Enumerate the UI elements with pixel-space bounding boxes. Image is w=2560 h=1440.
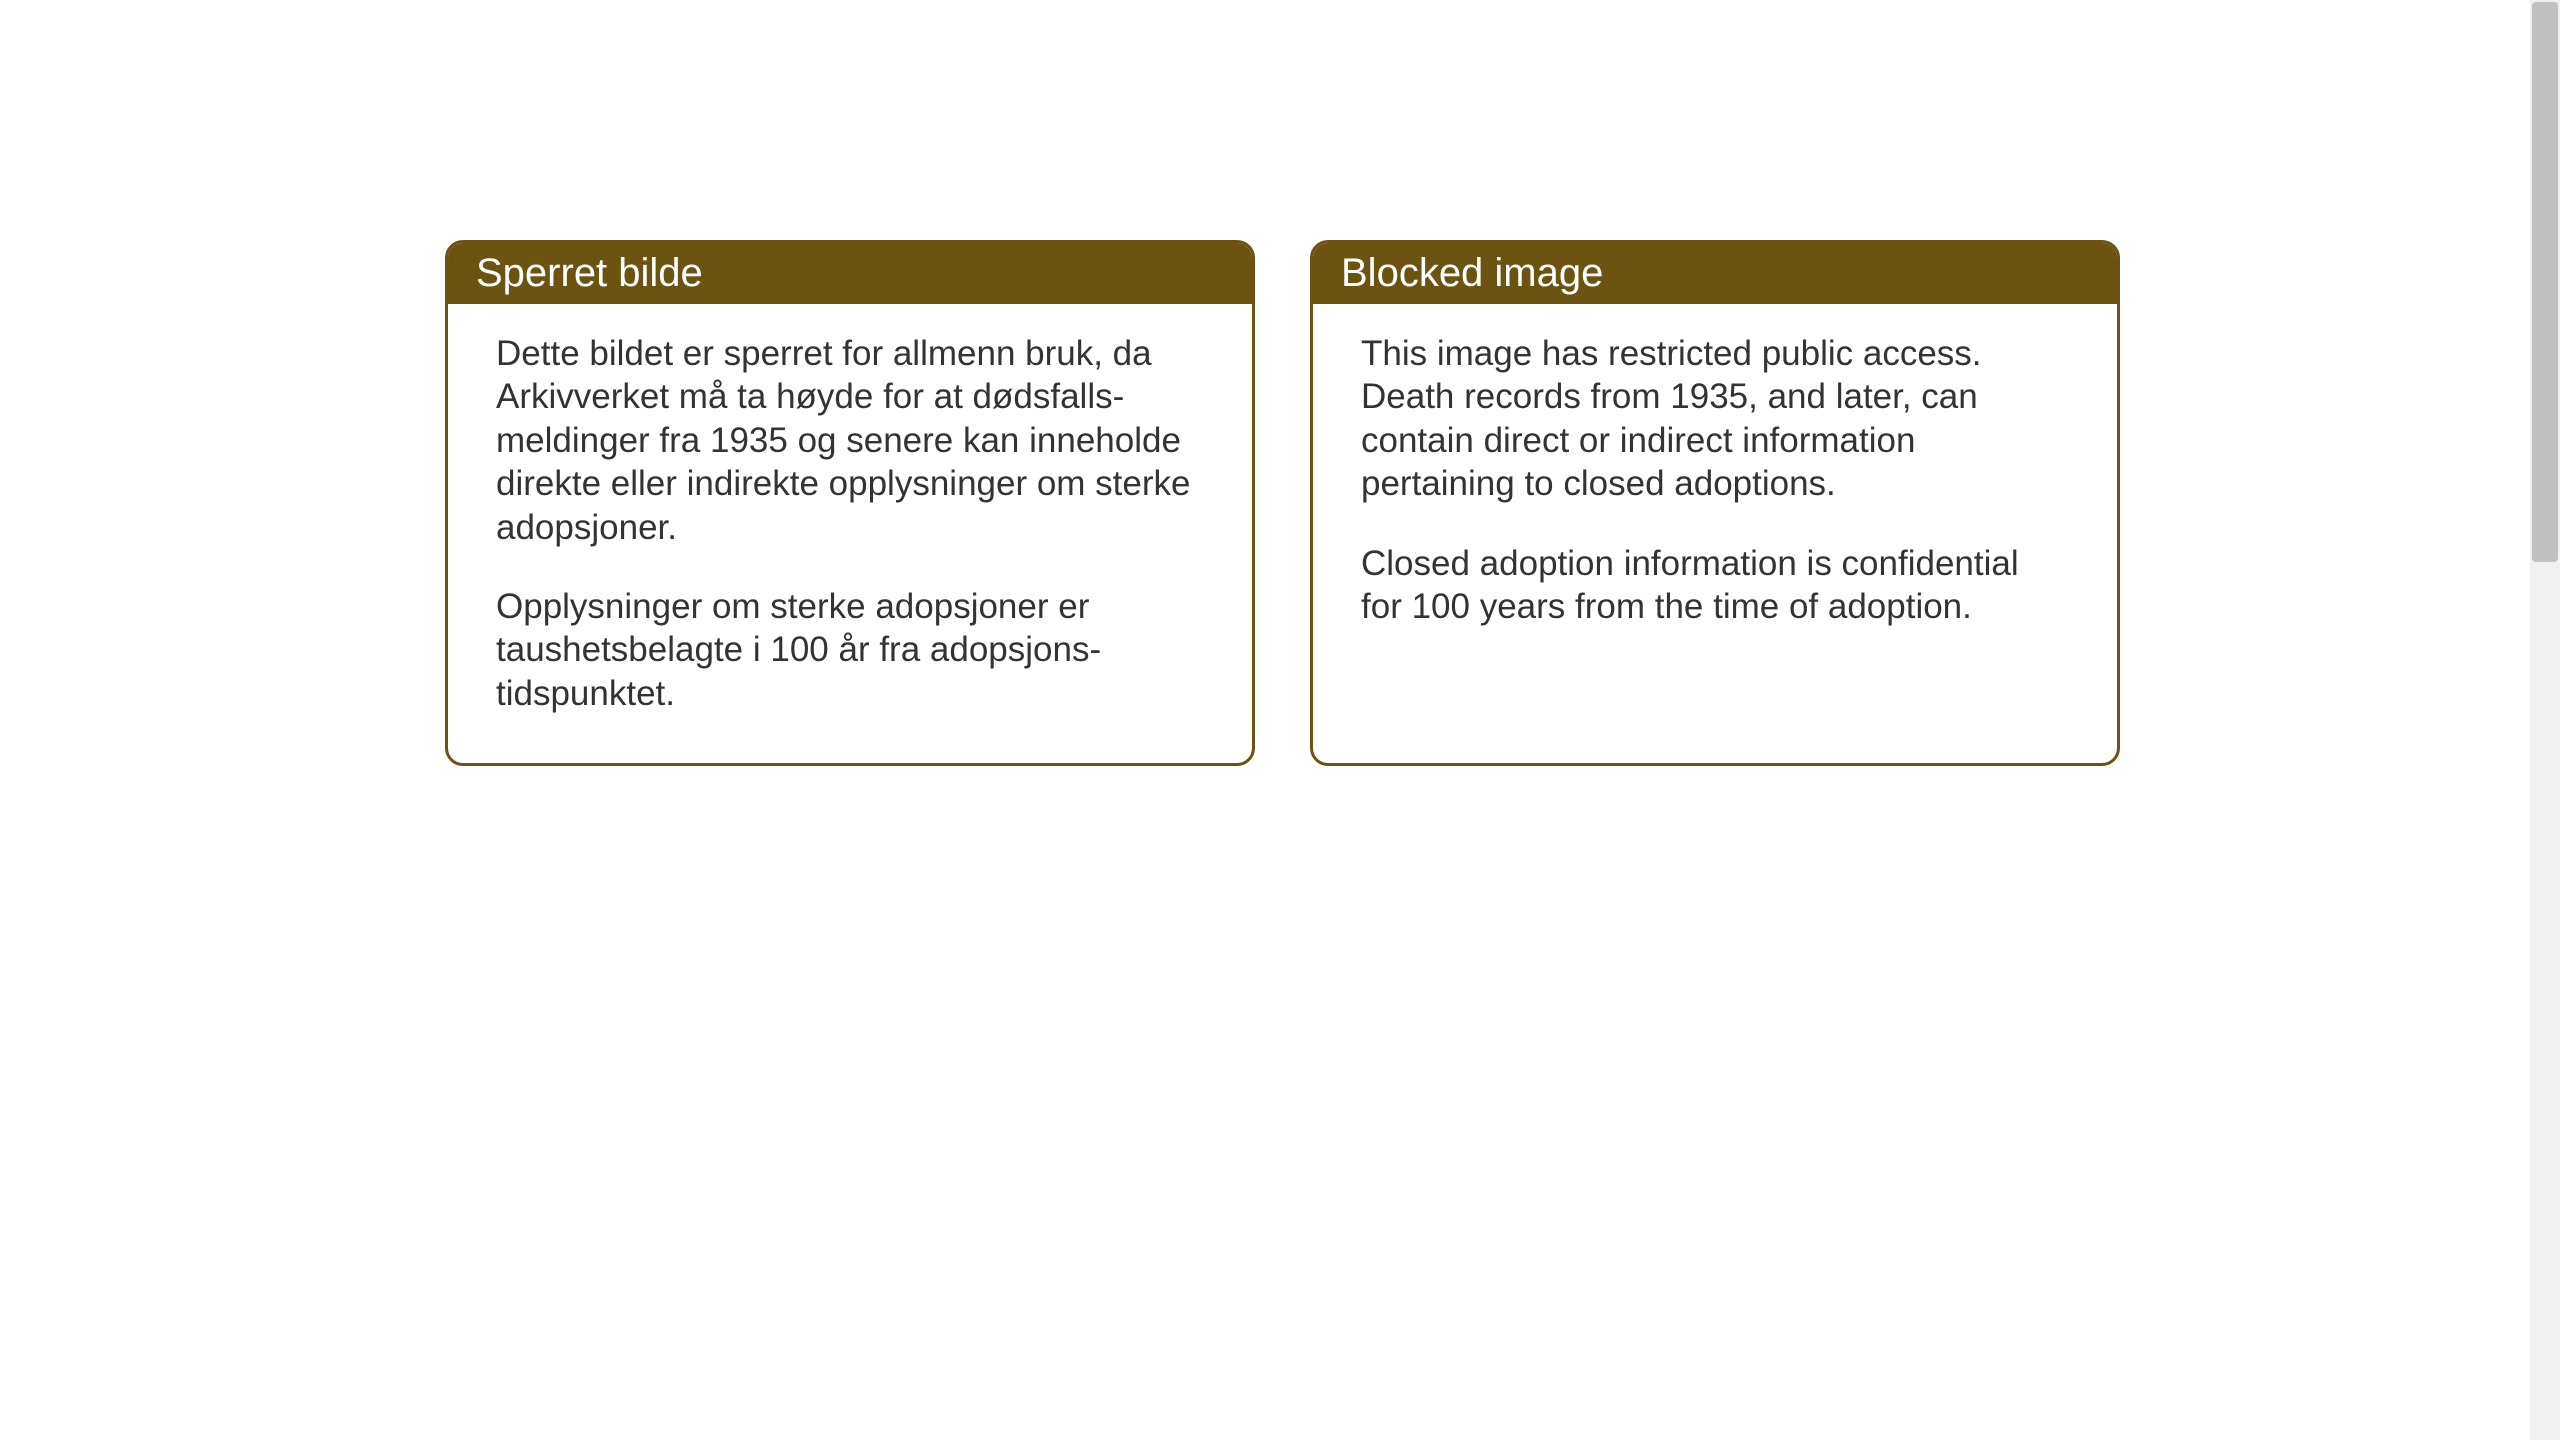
norwegian-paragraph-1: Dette bildet er sperret for allmenn bruk… bbox=[496, 332, 1204, 549]
notice-container: Sperret bilde Dette bildet er sperret fo… bbox=[445, 240, 2120, 766]
norwegian-notice-box: Sperret bilde Dette bildet er sperret fo… bbox=[445, 240, 1255, 766]
english-notice-title: Blocked image bbox=[1313, 243, 2117, 304]
english-paragraph-1: This image has restricted public access.… bbox=[1361, 332, 2069, 506]
norwegian-notice-title: Sperret bilde bbox=[448, 243, 1252, 304]
scrollbar-thumb[interactable] bbox=[2532, 2, 2558, 562]
norwegian-paragraph-2: Opplysninger om sterke adopsjoner er tau… bbox=[496, 585, 1204, 715]
english-paragraph-2: Closed adoption information is confident… bbox=[1361, 542, 2069, 629]
norwegian-notice-body: Dette bildet er sperret for allmenn bruk… bbox=[448, 304, 1252, 763]
english-notice-box: Blocked image This image has restricted … bbox=[1310, 240, 2120, 766]
english-notice-body: This image has restricted public access.… bbox=[1313, 304, 2117, 676]
scrollbar-track[interactable] bbox=[2530, 0, 2560, 1440]
